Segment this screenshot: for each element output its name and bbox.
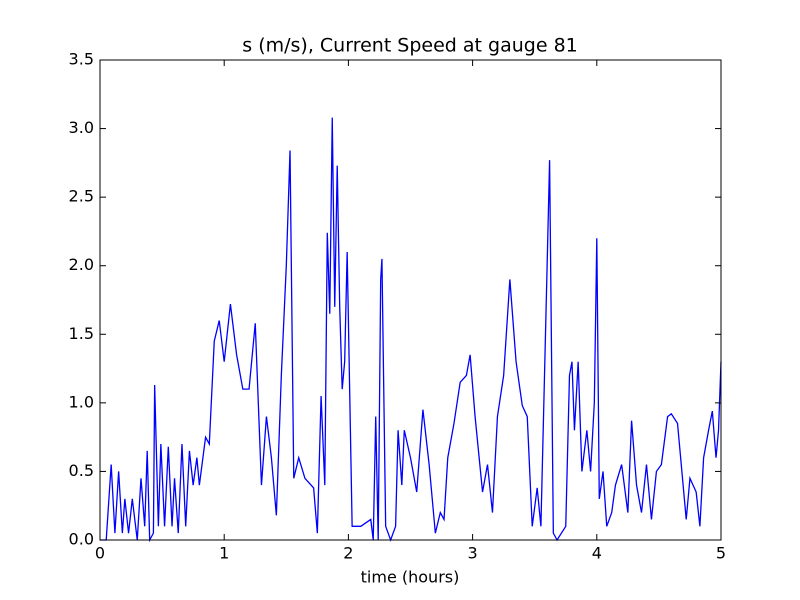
x-axis-label: time (hours) [361, 568, 460, 587]
x-tick-label: 2 [343, 544, 353, 563]
x-tick-label: 3 [468, 544, 478, 563]
plot-frame [99, 59, 722, 541]
chart-title: s (m/s), Current Speed at gauge 81 [242, 35, 578, 57]
y-tick-label: 1.5 [69, 324, 94, 343]
x-tick-label: 5 [716, 544, 726, 563]
y-tick-label: 1.0 [69, 392, 94, 411]
y-tick-label: 2.0 [69, 255, 94, 274]
y-tick-label: 3.5 [69, 50, 94, 69]
data-line [100, 117, 722, 543]
y-tick-label: 0.0 [69, 530, 94, 549]
y-tick-label: 0.5 [69, 461, 94, 480]
x-tick-label: 0 [95, 544, 105, 563]
x-tick-label: 1 [219, 544, 229, 563]
y-tick-label: 2.5 [69, 187, 94, 206]
x-tick-label: 4 [592, 544, 602, 563]
y-tick-label: 3.0 [69, 118, 94, 137]
